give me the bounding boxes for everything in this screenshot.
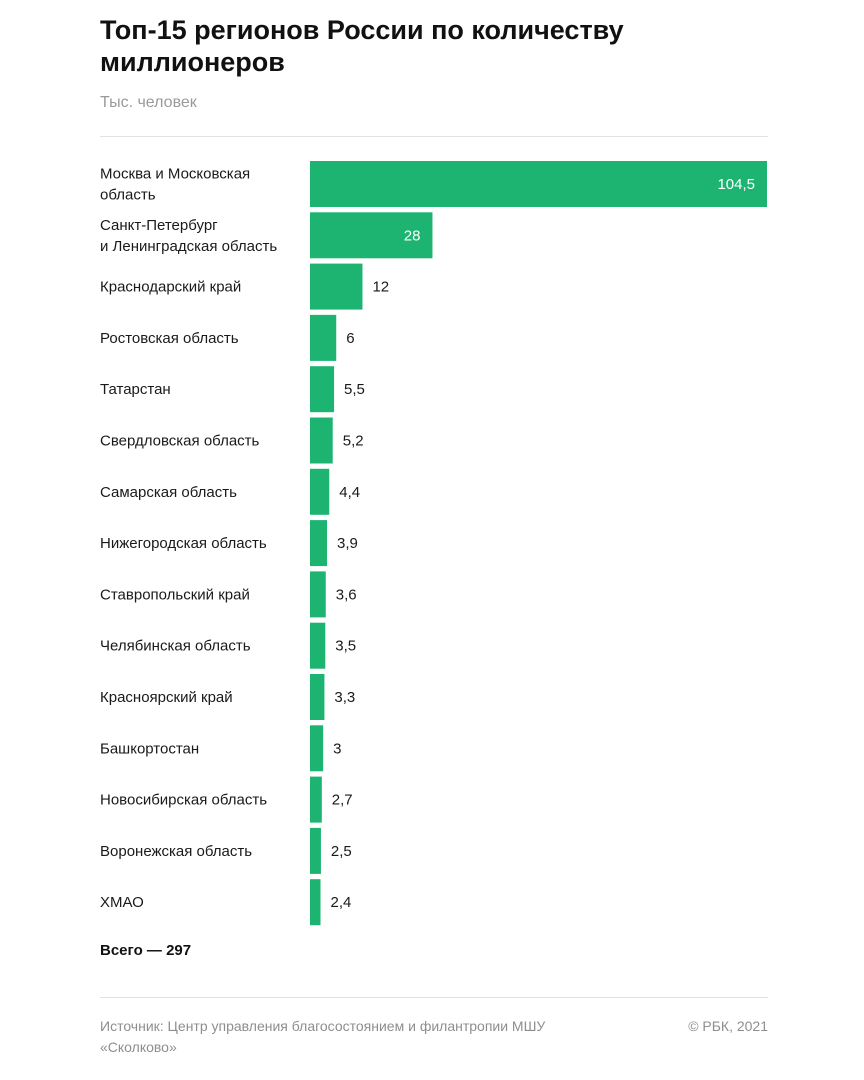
- category-label-12: Башкортостан: [100, 740, 199, 757]
- bar-6: [310, 417, 333, 464]
- value-label-11: 3,3: [334, 689, 355, 706]
- value-label-2: 28: [404, 227, 421, 244]
- total-label: Всего — 297: [100, 942, 192, 959]
- category-label-2: Санкт-Петербург и Ленинградская область: [100, 217, 277, 255]
- chart-title: Топ-15 регионов России по количеству мил…: [100, 15, 624, 77]
- category-label-8: Нижегородская область: [100, 535, 267, 552]
- category-label-3: Краснодарский край: [100, 279, 241, 296]
- bottom-divider: [100, 997, 768, 998]
- bar-8: [310, 520, 328, 567]
- category-label-7: Самарская область: [100, 484, 237, 501]
- category-label-1: Москва и Московская область: [100, 166, 250, 204]
- copyright-note: © РБК, 2021: [688, 1018, 768, 1034]
- bar-10: [310, 622, 326, 669]
- bar-3: [310, 263, 363, 310]
- category-label-14: Воронежская область: [100, 843, 252, 860]
- value-label-3: 12: [372, 279, 389, 296]
- category-label-5: Татарстан: [100, 381, 171, 398]
- category-label-13: Новосибирская область: [100, 792, 267, 809]
- top-divider: [100, 136, 768, 137]
- value-label-10: 3,5: [335, 638, 356, 655]
- bar-13: [310, 776, 322, 823]
- bar-4: [310, 314, 337, 361]
- bar-14: [310, 827, 321, 874]
- category-label-11: Красноярский край: [100, 689, 233, 706]
- value-label-15: 2,4: [330, 894, 351, 911]
- value-label-14: 2,5: [331, 843, 352, 860]
- value-label-8: 3,9: [337, 535, 358, 552]
- bar-12: [310, 725, 324, 772]
- category-label-9: Ставропольский край: [100, 586, 250, 603]
- value-label-12: 3: [333, 740, 341, 757]
- value-label-13: 2,7: [332, 792, 353, 809]
- value-label-9: 3,6: [336, 586, 357, 603]
- bar-1: [310, 161, 767, 207]
- bar-5: [310, 366, 335, 413]
- bar-15: [310, 879, 321, 926]
- value-label-5: 5,5: [344, 381, 365, 398]
- chart-subtitle: Тыс. человек: [100, 94, 197, 111]
- source-note: Источник: Центр управления благосостояни…: [100, 1018, 546, 1055]
- value-label-7: 4,4: [339, 484, 360, 501]
- value-label-6: 5,2: [343, 433, 364, 450]
- category-label-10: Челябинская область: [100, 638, 251, 655]
- bar-2: [310, 212, 433, 259]
- category-label-4: Ростовская область: [100, 330, 239, 347]
- value-label-1: 104,5: [717, 176, 755, 193]
- category-label-15: ХМАО: [100, 894, 144, 911]
- bar-9: [310, 571, 326, 618]
- category-label-6: Свердловская область: [100, 433, 260, 450]
- bar-11: [310, 674, 325, 720]
- bar-7: [310, 468, 330, 515]
- value-label-4: 6: [346, 330, 354, 347]
